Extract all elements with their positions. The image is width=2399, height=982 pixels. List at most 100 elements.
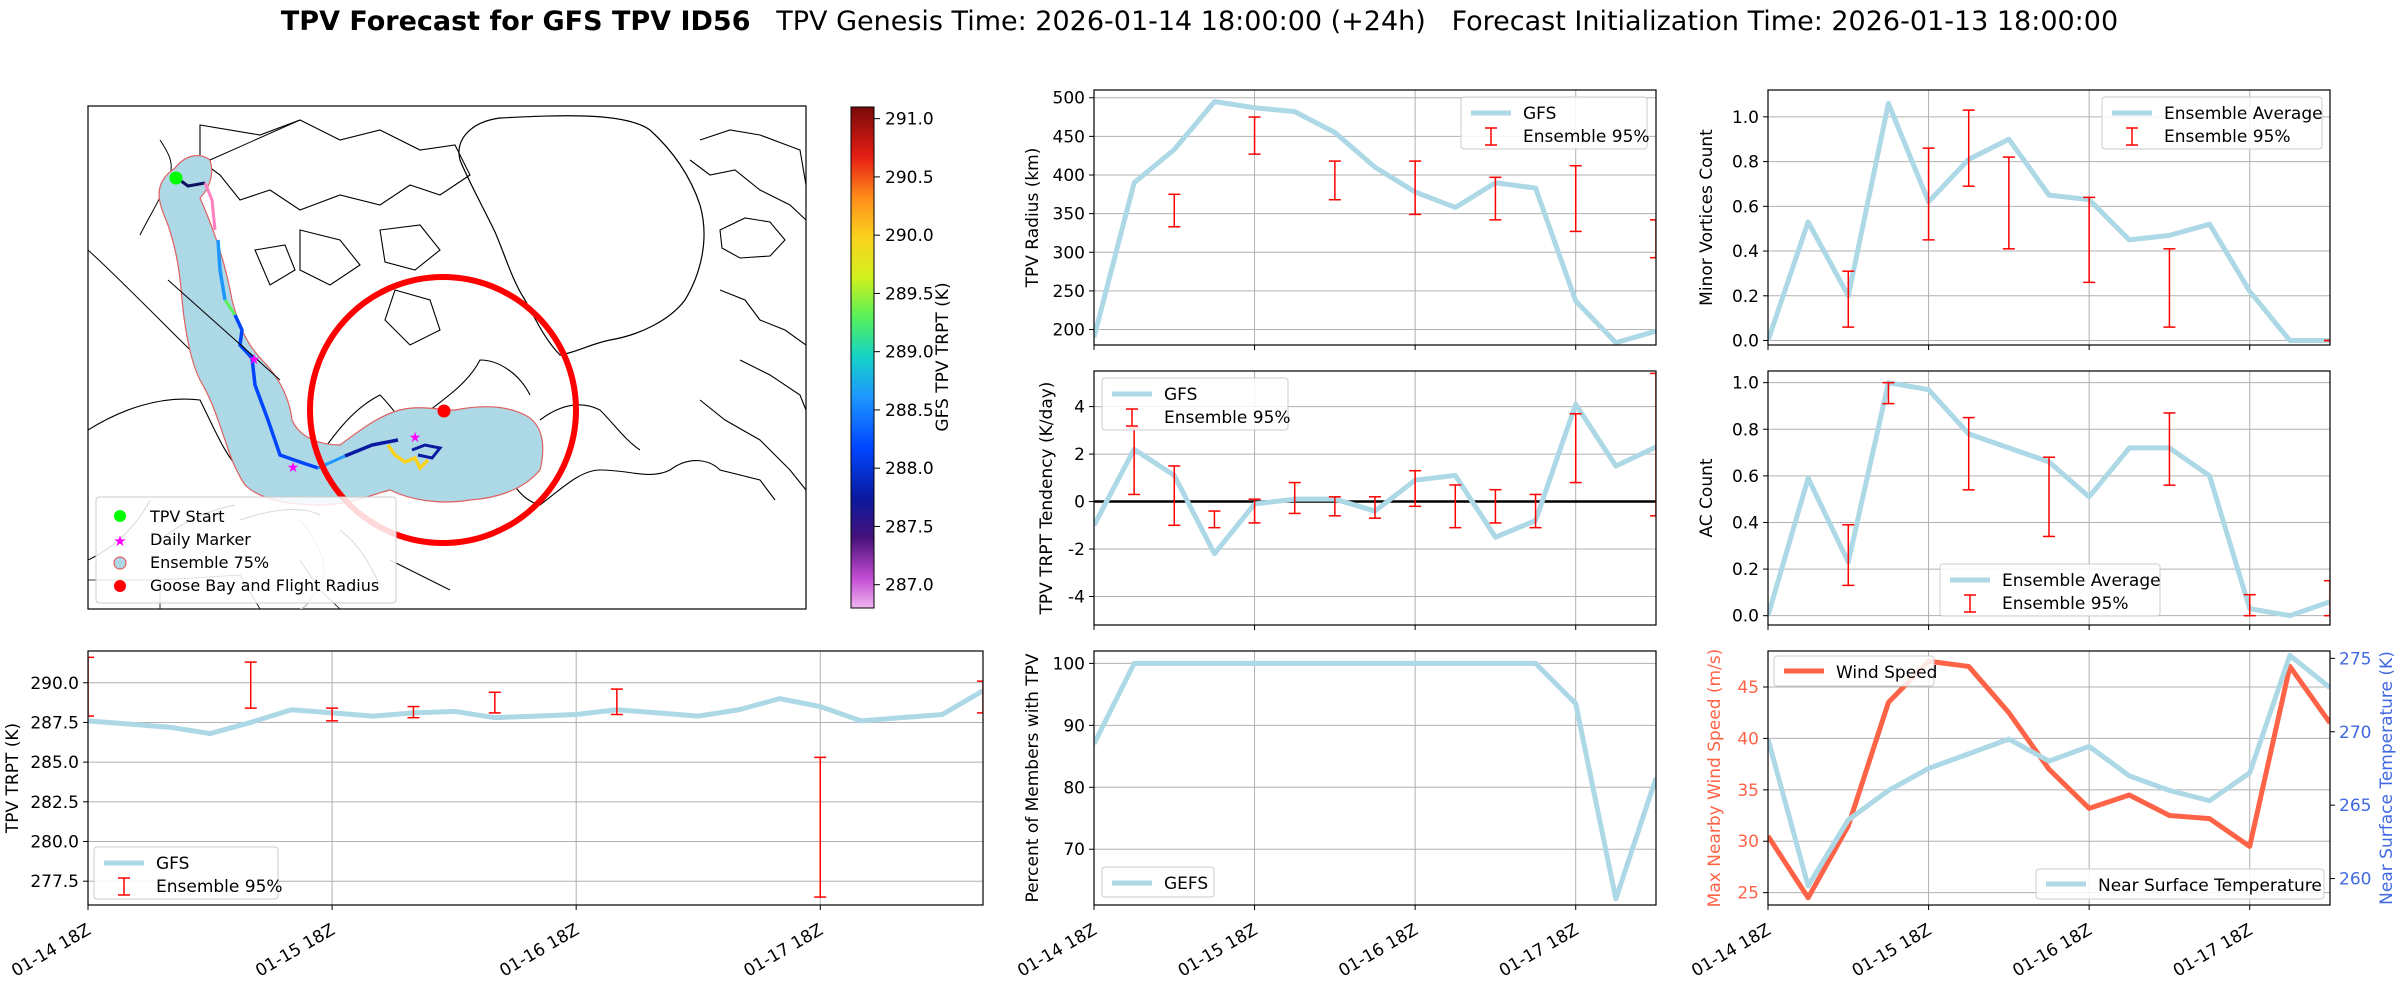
legend-goosebay-swatch — [114, 580, 126, 592]
ylabel: TPV Radius (km) — [1023, 148, 1043, 289]
legend-label: Ensemble 95% — [2002, 594, 2129, 614]
ytick-label: 0.6 — [1732, 197, 1759, 217]
ytick-label: 45 — [1737, 678, 1759, 698]
ytick-label: -4 — [1068, 588, 1085, 608]
tpv-track-d — [223, 299, 237, 316]
ensemble-75-region — [158, 154, 544, 506]
legend-box — [2035, 868, 2325, 900]
error-bar — [1288, 481, 1301, 515]
ytick-label-right: 265 — [2339, 796, 2371, 816]
legend-wind: Wind Speed — [1773, 655, 1937, 687]
panel-wind: 45 40 35 30 25 275 270 265 260 Near Surface Tempe… — [1688, 649, 2397, 982]
tpv-track-e — [233, 314, 319, 470]
error-bar — [1529, 493, 1542, 529]
legend-box — [1939, 563, 2161, 617]
error-bar — [407, 705, 420, 719]
figure-title: TPV Forecast for GFS TPV ID56 TPV Genesi… — [0, 6, 2399, 37]
ytick-label: 290.0 — [30, 674, 79, 694]
ytick-label: 0.4 — [1732, 513, 1759, 533]
ytick-label: 400 — [1053, 166, 1085, 186]
ytick-label: 0.6 — [1732, 467, 1759, 487]
error-bar — [1650, 372, 1656, 517]
ytick-label: 0.2 — [1732, 560, 1759, 580]
legend-label: Ensemble 95% — [1523, 127, 1650, 147]
ylabel: Minor Vortices Count — [1697, 129, 1717, 306]
error-bar — [610, 688, 623, 716]
colorbar-gradient — [850, 106, 875, 609]
tpv-track-h — [386, 443, 430, 471]
tpv-track-i — [411, 443, 443, 460]
coastline-iceland — [719, 217, 786, 259]
ytick-label: 0.8 — [1732, 153, 1759, 173]
ytick-label: -2 — [1068, 540, 1085, 560]
ytick-label: 0.4 — [1732, 242, 1759, 262]
coastline-greenland — [458, 115, 705, 356]
title-genesis: TPV Genesis Time: 2026-01-14 18:00:00 (+… — [776, 6, 1426, 37]
legend-ensemble-swatch — [113, 556, 127, 570]
error-bar — [1409, 469, 1422, 508]
leader-line-1 — [209, 119, 301, 161]
ylabel-right: Near Surface Temperature (K) — [2377, 651, 2397, 905]
axes-frame — [1767, 89, 2331, 346]
series-line-near-surface-temperature — [1768, 652, 2330, 889]
ytick-label: 200 — [1053, 321, 1085, 341]
title-init: Forecast Initialization Time: 2026-01-13… — [1451, 6, 2119, 37]
ytick-label: 100 — [1053, 654, 1085, 674]
series-line-gfs — [1094, 99, 1656, 345]
error-bar — [2002, 156, 2015, 250]
ytick-label: 25 — [1737, 884, 1759, 904]
error-bar — [244, 661, 257, 709]
error-bar — [1248, 116, 1261, 155]
axes-frame — [1767, 650, 2331, 906]
ytick-label-right: 260 — [2339, 870, 2371, 890]
ytick-label: 30 — [1737, 832, 1759, 852]
xtick-label: 01-17 18Z — [740, 920, 826, 981]
ylabel: TPV TRPT Tendency (K/day) — [1037, 382, 1057, 616]
legend-label: Ensemble 95% — [156, 877, 283, 897]
legend-goosebay-label: Goose Bay and Flight Radius — [150, 576, 379, 595]
ytick-label: 285.0 — [30, 753, 79, 773]
legend: GFS Ensemble 95% — [1101, 377, 1291, 431]
panel-tendency: 4 2 0 -2 -4 TPV TRPT Tendency (K/day) GFS Ensem… — [1037, 370, 1657, 630]
xtick-label: 01-16 18Z — [1335, 920, 1421, 981]
ytick-label: 280.0 — [30, 833, 79, 853]
colorbar-tick-label: 287.0 — [885, 576, 934, 596]
legend-ensemble-label: Ensemble 75% — [150, 553, 269, 572]
error-bar — [1489, 176, 1502, 221]
colorbar-tick-label: 288.5 — [885, 401, 934, 421]
daily-marker-2: ★ — [287, 460, 300, 476]
map-legend-box — [95, 496, 397, 604]
legend-daily-label: Daily Marker — [150, 530, 251, 549]
error-bar — [1208, 510, 1221, 529]
panel-minor: 1.0 0.8 0.6 0.4 0.2 0.0 Minor Vortices Count En… — [1697, 89, 2331, 352]
legend: GFS Ensemble 95% — [93, 846, 283, 900]
legend-start-swatch — [114, 510, 126, 522]
legend: Ensemble Average Ensemble 95% — [2101, 96, 2323, 150]
panel-radius: 500 450 400 350 300 250 200 TPV Radius (km) GFS E… — [1023, 89, 1657, 350]
xtick-label: 01-17 18Z — [2170, 920, 2256, 981]
ytick-label: 70 — [1063, 840, 1085, 860]
xtick-label: 01-14 18Z — [1014, 920, 1100, 981]
error-bar — [2043, 456, 2055, 538]
ytick-label: 0.8 — [1732, 420, 1759, 440]
ytick-label: 0.0 — [1732, 332, 1759, 352]
goose-bay-flight-radius — [307, 274, 579, 546]
error-bar — [977, 680, 983, 714]
ytick-label: 90 — [1063, 716, 1085, 736]
colorbar-tick-label: 289.0 — [885, 343, 934, 363]
error-bar — [1409, 160, 1422, 216]
axes-frame — [1093, 370, 1657, 626]
colorbar-tick-label: 289.5 — [885, 284, 934, 304]
legend-label: Ensemble 95% — [1164, 408, 1291, 428]
error-bar — [2243, 593, 2256, 617]
legend-label: Ensemble Average — [2002, 571, 2161, 591]
error-bar — [1922, 147, 1935, 241]
legend-label: Ensemble 95% — [2164, 127, 2291, 147]
ytick-label: 35 — [1737, 781, 1759, 801]
series-line-gefs — [1094, 660, 1656, 902]
map-panel: ★ ★ ★ TPV Start ★ Daily Marker Ensemble … — [87, 105, 953, 610]
xtick-label: 01-15 18Z — [1175, 920, 1261, 981]
legend-label: GFS — [1523, 104, 1556, 124]
error-bar — [326, 707, 339, 722]
